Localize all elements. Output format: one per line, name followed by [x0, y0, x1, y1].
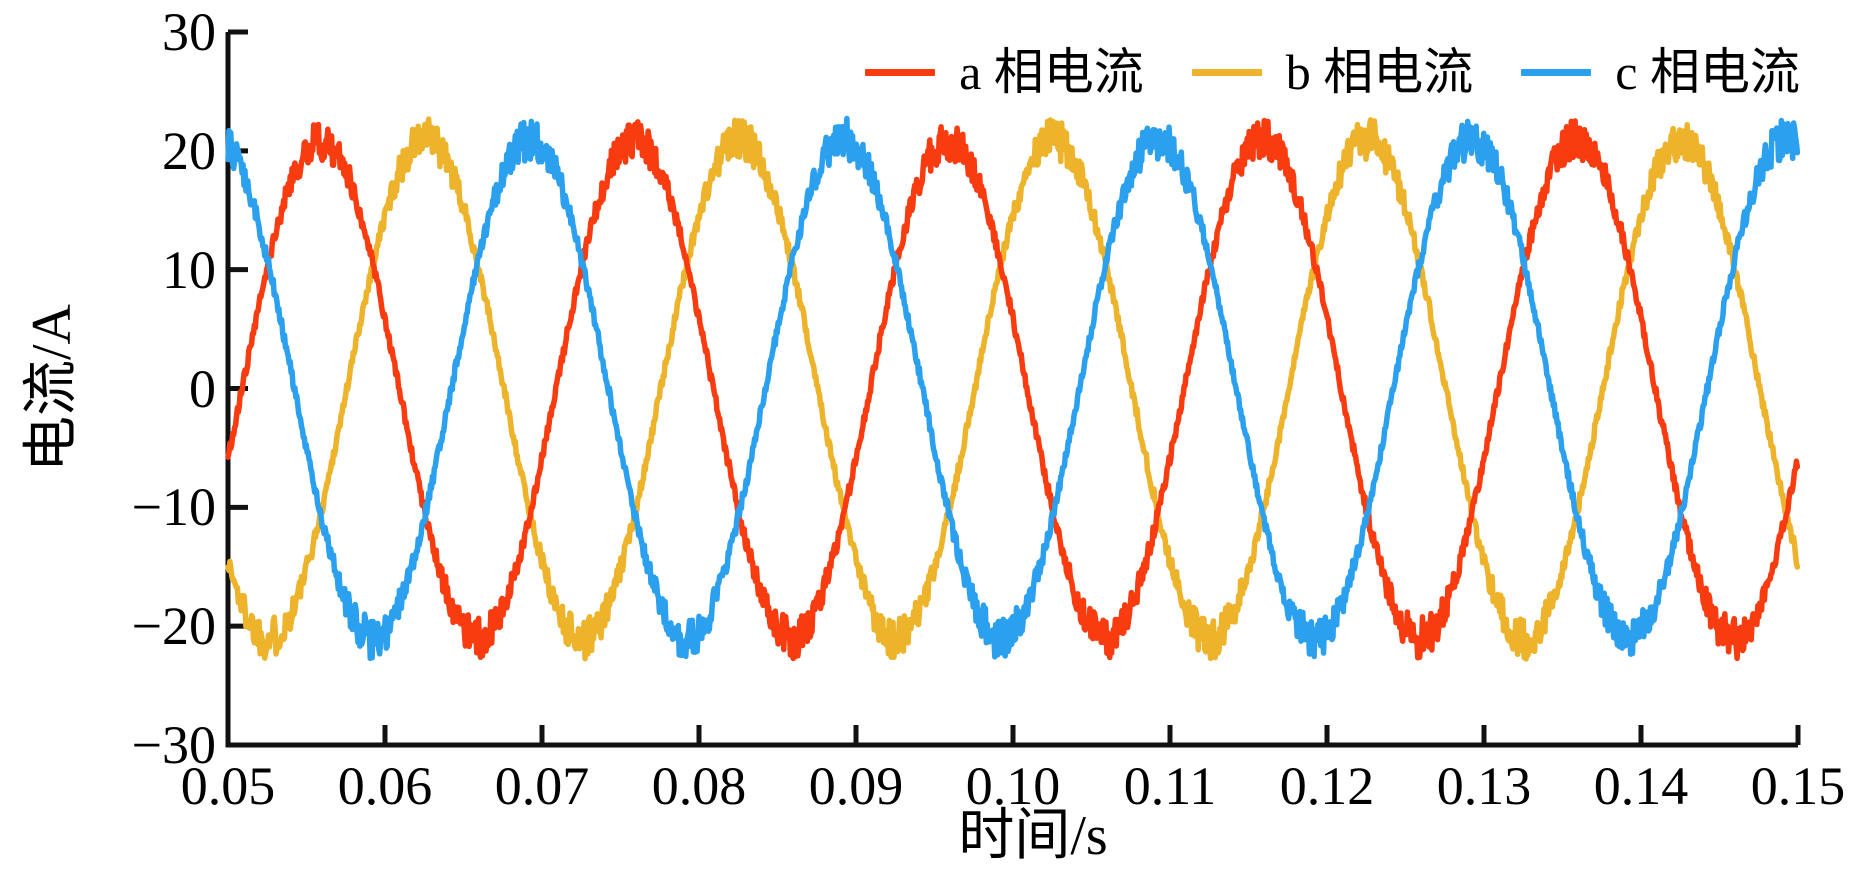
y-tick-label-30: 30: [162, 2, 216, 62]
x-tick-label-0.14: 0.14: [1593, 756, 1689, 816]
x-tick-label-0.09: 0.09: [808, 756, 904, 816]
legend-label-phase-c: c 相电流: [1615, 44, 1800, 100]
legend-label-phase-a: a 相电流: [959, 44, 1144, 100]
legend-item-phase-a: a 相电流: [865, 37, 1144, 107]
y-tick-label-20: 20: [162, 120, 216, 181]
y-tick-label-−10: −10: [131, 477, 216, 538]
x-tick-label-0.10: 0.10: [965, 756, 1061, 816]
x-tick-label-0.07: 0.07: [494, 756, 590, 816]
y-tick-label-10: 10: [162, 239, 216, 300]
x-tick-label-0.08: 0.08: [651, 756, 747, 816]
x-tick-label-0.05: 0.05: [180, 756, 276, 816]
x-tick-label-0.11: 0.11: [1123, 756, 1217, 816]
phase-a-line-swatch: [865, 68, 936, 76]
x-tick-label-0.13: 0.13: [1436, 756, 1532, 816]
legend-label-phase-b: b 相电流: [1285, 44, 1474, 100]
phase-b-line-swatch: [1191, 68, 1262, 76]
y-tick-label-−20: −20: [131, 596, 216, 657]
x-tick-label-0.12: 0.12: [1279, 756, 1375, 816]
y-tick-label-0: 0: [189, 358, 216, 419]
phase-c-line-swatch: [1521, 68, 1592, 76]
y-tick-label-−30: −30: [131, 715, 216, 775]
x-tick-label-0.06: 0.06: [337, 756, 433, 816]
x-axis-title: 时间/s: [958, 805, 1108, 867]
x-tick-label-0.15: 0.15: [1750, 756, 1846, 816]
legend: a 相电流 b 相电流 c 相电流: [865, 34, 1800, 110]
legend-item-phase-b: b 相电流: [1191, 37, 1474, 107]
legend-item-phase-c: c 相电流: [1521, 37, 1800, 107]
